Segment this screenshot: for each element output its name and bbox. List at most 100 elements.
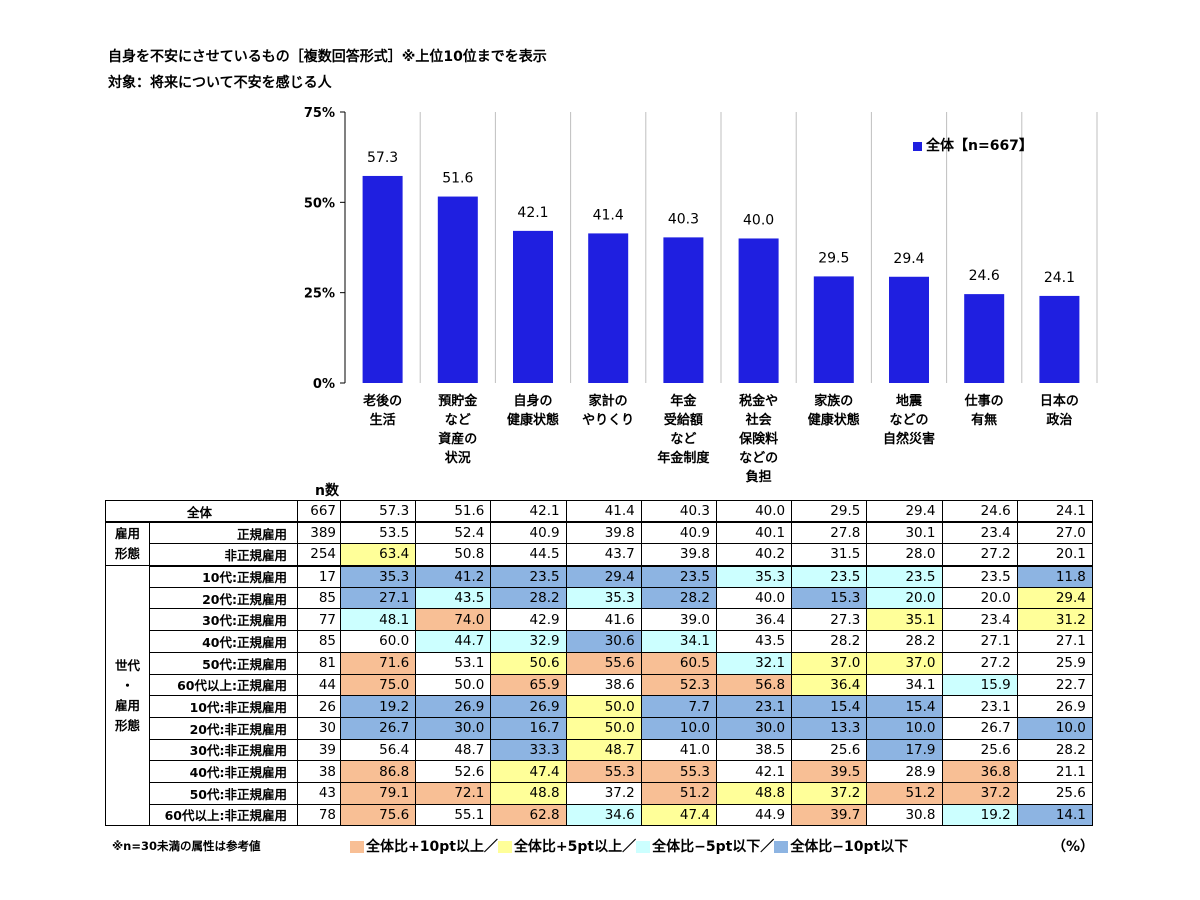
table-cell: 29.4 bbox=[565, 565, 642, 588]
table-cell: 37.0 bbox=[866, 651, 943, 675]
table-cell: 71.6 bbox=[340, 651, 417, 675]
table-cell: 63.4 bbox=[340, 543, 417, 567]
table-cell: 36.4 bbox=[715, 608, 793, 632]
table-cell: 44.5 bbox=[490, 543, 567, 567]
group-label: 雇用 形態 bbox=[105, 521, 150, 567]
table-row: 40代:正規雇用 85 60.0 44.7 32.9 30.6 34.1 43.5 28.2 28… bbox=[106, 630, 1093, 653]
table-cell: 39.0 bbox=[640, 608, 717, 632]
table-cell: 19.2 bbox=[941, 803, 1018, 827]
n-count-header: n数 bbox=[315, 483, 339, 499]
table-cell: 23.1 bbox=[715, 695, 793, 718]
color-key-label: 全体比+10pt以上／ bbox=[366, 839, 498, 855]
table-cell: 28.2 bbox=[791, 630, 868, 653]
table-cell: 30.0 bbox=[715, 716, 793, 740]
table-cell: 31.5 bbox=[791, 543, 868, 567]
table-row: 10代:非正規雇用 26 19.2 26.9 26.9 50.0 7.7 23.1 15.4 15… bbox=[106, 695, 1093, 718]
table-cell: 17.9 bbox=[866, 738, 943, 762]
category-label: 日本の 政治 bbox=[1039, 394, 1079, 428]
table-cell: 25.6 bbox=[941, 738, 1018, 762]
bar bbox=[663, 237, 704, 383]
table-cell: 27.0 bbox=[1016, 521, 1093, 545]
table-cell: 26.9 bbox=[415, 695, 492, 718]
data-label: 29.5 bbox=[818, 250, 849, 266]
row-label: 30代:非正規雇用 bbox=[148, 738, 299, 762]
table-cell: 25.6 bbox=[791, 738, 868, 762]
table-cell: 38.6 bbox=[565, 673, 642, 697]
table-cell: 43.7 bbox=[565, 543, 642, 567]
bar bbox=[964, 294, 1005, 383]
category-label: 自身の 健康状態 bbox=[506, 394, 559, 428]
table-cell: 39.8 bbox=[565, 521, 642, 545]
category-label: 老後の 生活 bbox=[363, 394, 403, 428]
y-tick-label: 0% bbox=[313, 377, 335, 392]
table-cell: 23.5 bbox=[791, 565, 868, 588]
category-label: 地震 などの 自然災害 bbox=[882, 394, 935, 447]
table-cell: 26.9 bbox=[1016, 695, 1093, 718]
n-count: 77 bbox=[297, 608, 342, 632]
table-cell: 55.3 bbox=[565, 760, 642, 783]
table-cell: 48.7 bbox=[415, 738, 492, 762]
table-cell: 72.1 bbox=[415, 781, 492, 805]
table-cell: 30.1 bbox=[866, 521, 943, 545]
table-cell: 24.6 bbox=[941, 500, 1018, 524]
table-cell: 79.1 bbox=[340, 781, 417, 805]
category-label: 年金 受給額 など 年金制度 bbox=[657, 394, 710, 466]
table-cell: 21.1 bbox=[1016, 760, 1093, 783]
data-label: 40.0 bbox=[743, 212, 774, 228]
bar bbox=[362, 175, 403, 383]
table-cell: 29.4 bbox=[1016, 586, 1093, 610]
color-key-swatch bbox=[497, 841, 512, 853]
row-label: 10代:正規雇用 bbox=[148, 565, 299, 588]
table-cell: 40.3 bbox=[640, 500, 717, 524]
row-label: 50代:正規雇用 bbox=[148, 651, 299, 675]
table-cell: 28.2 bbox=[1016, 738, 1093, 762]
table-cell: 30.0 bbox=[415, 716, 492, 740]
table-cell: 26.9 bbox=[490, 695, 567, 718]
data-label: 24.6 bbox=[969, 268, 1000, 284]
table-cell: 52.6 bbox=[415, 760, 492, 783]
table-cell: 42.1 bbox=[715, 760, 793, 783]
table-cell: 30.6 bbox=[565, 630, 642, 653]
unit-label: （%） bbox=[1052, 839, 1095, 855]
table-cell: 34.6 bbox=[565, 803, 642, 827]
table-cell: 15.9 bbox=[941, 673, 1018, 697]
table-cell: 60.0 bbox=[340, 630, 417, 653]
table-cell: 15.4 bbox=[866, 695, 943, 718]
legend-swatch bbox=[913, 141, 922, 151]
table-row: 雇用 形態 正規雇用 389 53.5 52.4 40.9 39.8 40.9 40.1 27.8… bbox=[105, 521, 1093, 567]
table-cell: 51.2 bbox=[640, 781, 717, 805]
table-cell: 14.1 bbox=[1016, 803, 1093, 827]
table-cell: 55.6 bbox=[565, 651, 642, 675]
data-label: 40.3 bbox=[668, 211, 699, 227]
table-cell: 35.3 bbox=[565, 586, 642, 610]
table-cell: 23.1 bbox=[941, 695, 1018, 718]
table-cell: 16.7 bbox=[490, 716, 567, 740]
table-cell: 34.1 bbox=[640, 630, 717, 653]
table-cell: 40.1 bbox=[715, 521, 793, 545]
table-cell: 7.7 bbox=[640, 695, 717, 718]
table-cell: 56.8 bbox=[715, 673, 793, 697]
table-cell: 65.9 bbox=[490, 673, 567, 697]
table-cell: 11.8 bbox=[1016, 565, 1093, 588]
table-cell: 50.0 bbox=[415, 673, 492, 697]
table-cell: 19.2 bbox=[340, 695, 417, 718]
table-cell: 40.0 bbox=[715, 586, 793, 610]
row-label: 10代:非正規雇用 bbox=[148, 695, 299, 718]
table-cell: 22.7 bbox=[1016, 673, 1093, 697]
table-cell: 29.5 bbox=[791, 500, 868, 524]
table-cell: 27.3 bbox=[791, 608, 868, 632]
row-label: 全体 bbox=[104, 500, 299, 524]
bar bbox=[738, 238, 779, 383]
table-cell: 32.9 bbox=[490, 630, 567, 653]
table-cell: 53.1 bbox=[415, 651, 492, 675]
crosstab-table: 全体 667 57.3 51.6 42.1 41.4 40.3 40.0 29.5 29.4 24.… bbox=[104, 500, 1093, 827]
row-label: 50代:非正規雇用 bbox=[148, 781, 299, 805]
n-count: 78 bbox=[297, 803, 342, 827]
color-key-swatch bbox=[636, 841, 651, 853]
table-cell: 60.5 bbox=[640, 651, 717, 675]
row-label: 40代:正規雇用 bbox=[148, 630, 299, 653]
table-cell: 42.9 bbox=[490, 608, 567, 632]
table-cell: 43.5 bbox=[715, 630, 793, 653]
table-cell: 48.8 bbox=[490, 781, 567, 805]
table-cell: 47.4 bbox=[640, 803, 717, 827]
